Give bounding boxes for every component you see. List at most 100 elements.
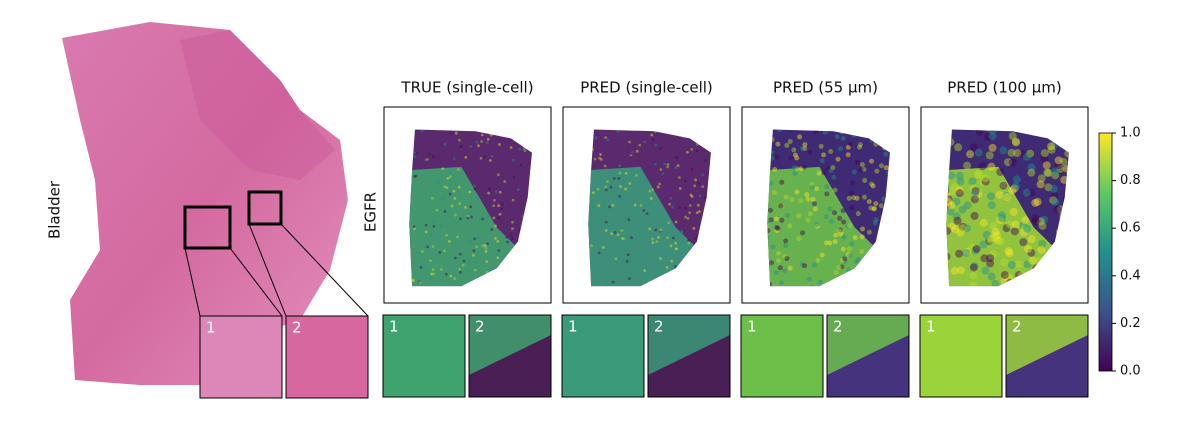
texture-dot — [443, 185, 447, 189]
texture-dot — [1036, 217, 1045, 226]
texture-dot — [616, 129, 620, 133]
texture-dot — [771, 190, 777, 196]
texture-dot — [448, 192, 452, 196]
texture-dot — [657, 235, 660, 239]
texture-dot — [591, 191, 595, 195]
texture-dot — [448, 171, 452, 175]
texture-dot — [963, 201, 972, 210]
texture-dot — [954, 143, 963, 152]
texture-dot — [796, 235, 802, 241]
texture-dot — [659, 147, 663, 150]
texture-dot — [986, 235, 995, 244]
texture-dot — [453, 213, 457, 217]
texture-dot — [978, 178, 987, 187]
texture-dot — [431, 245, 435, 248]
texture-dot — [651, 138, 655, 141]
texture-dot — [511, 158, 515, 162]
texture-dot — [849, 190, 855, 196]
texture-dot — [466, 214, 470, 218]
tissue-high — [767, 166, 881, 287]
texture-dot — [998, 180, 1007, 189]
texture-dot — [603, 164, 607, 168]
inset — [741, 315, 823, 397]
texture-dot — [839, 228, 845, 234]
texture-dot — [509, 146, 513, 149]
texture-dot — [631, 150, 634, 154]
texture-dot — [845, 251, 851, 257]
texture-dot — [458, 267, 461, 271]
texture-dot — [498, 212, 502, 216]
texture-dot — [767, 223, 769, 229]
texture-dot — [624, 171, 628, 175]
texture-dot — [445, 188, 449, 191]
texture-dot — [854, 195, 860, 201]
texture-dot — [791, 147, 797, 153]
texture-dot — [842, 259, 848, 265]
texture-dot — [593, 186, 596, 190]
texture-dot — [956, 266, 965, 275]
texture-dot — [666, 163, 670, 166]
texture-dot — [972, 244, 981, 253]
texture-dot — [601, 245, 605, 249]
texture-dot — [623, 249, 627, 253]
texture-dot — [835, 156, 841, 162]
texture-dot — [499, 230, 502, 234]
texture-dot — [862, 177, 868, 183]
texture-dot — [1040, 154, 1049, 163]
texture-dot — [1054, 161, 1063, 170]
inset-frame — [382, 314, 466, 398]
texture-dot — [686, 150, 689, 154]
texture-dot — [690, 167, 694, 171]
texture-dot — [883, 165, 889, 171]
texture-dot — [1004, 273, 1013, 282]
texture-dot — [988, 129, 997, 135]
texture-dot — [854, 159, 860, 165]
texture-dot — [674, 241, 678, 245]
colorbar-tick-label: 0.4 — [1120, 268, 1141, 283]
texture-dot — [947, 187, 956, 196]
texture-dot — [429, 233, 433, 236]
texture-dot — [695, 149, 699, 153]
texture-dot — [633, 203, 637, 207]
texture-dot — [857, 144, 863, 150]
texture-dot — [1031, 198, 1040, 207]
texture-dot — [698, 210, 701, 213]
texture-dot — [468, 190, 472, 194]
texture-dot — [1021, 216, 1030, 225]
texture-dot — [659, 228, 663, 232]
texture-dot — [1007, 260, 1016, 269]
texture-dot — [847, 253, 853, 259]
texture-dot — [851, 169, 857, 175]
texture-dot — [1054, 156, 1063, 165]
texture-dot — [470, 215, 473, 219]
texture-dot — [604, 229, 608, 232]
texture-dot — [669, 244, 673, 248]
texture-dot — [476, 236, 480, 240]
texture-dot — [1038, 221, 1047, 230]
texture-dot — [834, 134, 840, 140]
texture-dot — [475, 140, 479, 144]
texture-dot — [450, 204, 454, 208]
texture-dot — [694, 237, 697, 241]
texture-dot — [674, 220, 678, 224]
texture-dot — [597, 204, 601, 207]
texture-dot — [486, 242, 489, 246]
texture-dot — [473, 184, 477, 188]
texture-dot — [1000, 258, 1009, 267]
texture-dot — [599, 157, 603, 161]
texture-dot — [845, 152, 851, 158]
texture-dot — [501, 202, 504, 206]
texture-dot — [701, 173, 704, 177]
texture-dot — [471, 253, 475, 257]
texture-dot — [458, 138, 461, 142]
texture-dot — [1019, 228, 1028, 237]
texture-dot — [678, 176, 681, 179]
texture-dot — [777, 265, 783, 271]
texture-dot — [516, 188, 520, 192]
texture-dot — [670, 259, 674, 263]
texture-dot — [635, 173, 638, 177]
texture-dot — [1033, 197, 1042, 206]
texture-dot — [497, 204, 501, 208]
texture-dot — [767, 218, 771, 224]
